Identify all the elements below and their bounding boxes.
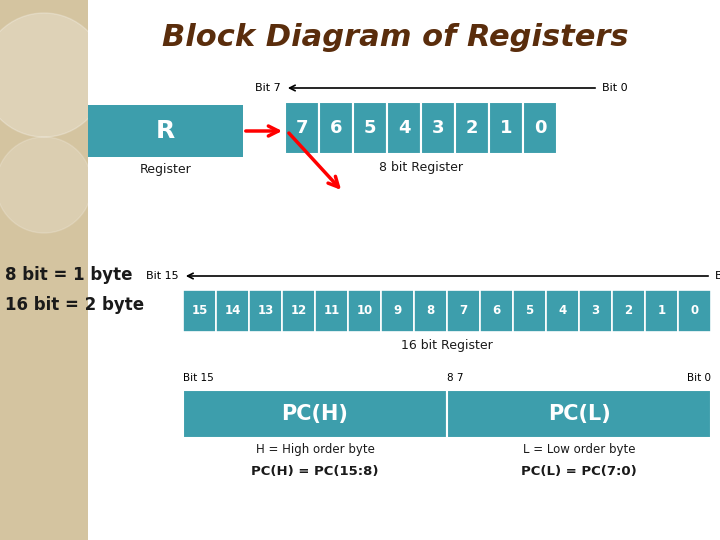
Bar xyxy=(447,390,711,438)
Text: L = Low order byte: L = Low order byte xyxy=(523,443,635,456)
Bar xyxy=(447,290,480,332)
Text: 1: 1 xyxy=(500,119,512,137)
Bar xyxy=(480,290,513,332)
Text: 7: 7 xyxy=(459,305,467,318)
Text: 3: 3 xyxy=(432,119,444,137)
Text: Register: Register xyxy=(140,164,192,177)
Text: 4: 4 xyxy=(397,119,410,137)
Text: 10: 10 xyxy=(356,305,373,318)
Bar xyxy=(414,290,447,332)
Text: 9: 9 xyxy=(393,305,402,318)
Text: Bit 15: Bit 15 xyxy=(183,373,214,383)
Bar xyxy=(645,290,678,332)
Text: 7: 7 xyxy=(296,119,308,137)
Text: 16 bit = 2 byte: 16 bit = 2 byte xyxy=(5,296,144,314)
Text: 16 bit Register: 16 bit Register xyxy=(401,339,493,352)
Text: 2: 2 xyxy=(624,305,633,318)
Bar xyxy=(353,102,387,154)
Text: 6: 6 xyxy=(492,305,500,318)
Text: 15: 15 xyxy=(192,305,207,318)
Text: 2: 2 xyxy=(466,119,478,137)
Text: Bit 7: Bit 7 xyxy=(256,83,281,93)
Text: PC(L) = PC(7:0): PC(L) = PC(7:0) xyxy=(521,465,637,478)
Text: Bit 15: Bit 15 xyxy=(146,271,179,281)
Text: 6: 6 xyxy=(330,119,342,137)
Bar xyxy=(421,102,455,154)
Bar xyxy=(183,290,216,332)
Text: 8: 8 xyxy=(426,305,435,318)
Text: Bit 0: Bit 0 xyxy=(687,373,711,383)
Bar xyxy=(0,0,88,540)
Bar xyxy=(546,290,579,332)
Bar xyxy=(523,102,557,154)
Bar xyxy=(249,290,282,332)
Circle shape xyxy=(0,13,106,137)
Text: 11: 11 xyxy=(323,305,340,318)
Text: 14: 14 xyxy=(225,305,240,318)
Bar xyxy=(285,102,319,154)
Bar xyxy=(88,0,720,540)
Text: 0: 0 xyxy=(534,119,546,137)
Text: R: R xyxy=(156,119,175,143)
Text: 1: 1 xyxy=(657,305,665,318)
Text: 8 bit = 1 byte: 8 bit = 1 byte xyxy=(5,266,132,284)
Bar xyxy=(387,102,421,154)
Text: H = High order byte: H = High order byte xyxy=(256,443,374,456)
Text: PC(L): PC(L) xyxy=(548,404,611,424)
Bar xyxy=(381,290,414,332)
Bar xyxy=(579,290,612,332)
Text: 3: 3 xyxy=(591,305,600,318)
Text: 4: 4 xyxy=(559,305,567,318)
Bar xyxy=(513,290,546,332)
Text: Bit 0: Bit 0 xyxy=(715,271,720,281)
Text: PC(H): PC(H) xyxy=(282,404,348,424)
Text: 8 7: 8 7 xyxy=(447,373,464,383)
Text: 5: 5 xyxy=(364,119,377,137)
Text: PC(H) = PC(15:8): PC(H) = PC(15:8) xyxy=(251,465,379,478)
Bar xyxy=(183,390,447,438)
Bar xyxy=(348,290,381,332)
Bar xyxy=(282,290,315,332)
Text: 5: 5 xyxy=(526,305,534,318)
Bar xyxy=(319,102,353,154)
Bar xyxy=(489,102,523,154)
Bar xyxy=(678,290,711,332)
Text: 8 bit Register: 8 bit Register xyxy=(379,161,463,174)
Text: 12: 12 xyxy=(290,305,307,318)
Text: Block Diagram of Registers: Block Diagram of Registers xyxy=(162,24,629,52)
Text: 13: 13 xyxy=(257,305,274,318)
Circle shape xyxy=(0,137,92,233)
Bar xyxy=(612,290,645,332)
Bar xyxy=(216,290,249,332)
Bar xyxy=(88,105,243,157)
Bar xyxy=(315,290,348,332)
Text: 0: 0 xyxy=(690,305,698,318)
Bar xyxy=(455,102,489,154)
Text: Bit 0: Bit 0 xyxy=(602,83,628,93)
